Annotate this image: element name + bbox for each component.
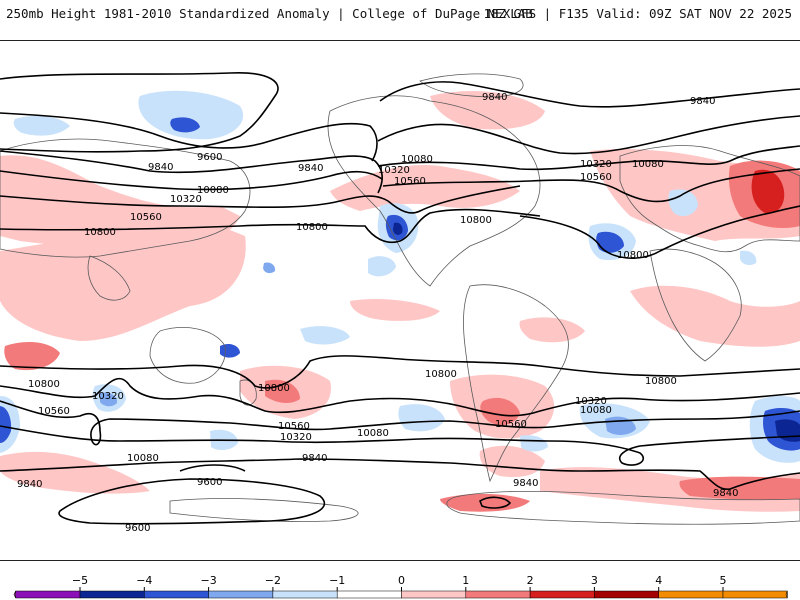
contour-label: 10800 [28, 379, 60, 390]
positive-anomaly-shading [0, 91, 800, 512]
contour-label: 9600 [197, 477, 222, 488]
contour-label: 10080 [357, 428, 389, 439]
contour-label: 10080 [632, 159, 664, 170]
colorbar-arrow-left [13, 590, 16, 599]
contour-label: 10080 [127, 453, 159, 464]
anomaly-map: 9840 9840 9840 9840 9600 10080 10080 100… [0, 40, 800, 561]
colorbar-tick-label: 4 [655, 574, 662, 587]
colorbar-tick-label: 0 [398, 574, 405, 587]
contour-label: 10080 [401, 154, 433, 165]
contour-label: 10320 [580, 159, 612, 170]
colorbar-segment [79, 590, 145, 599]
colorbar-tick-label: −1 [329, 574, 345, 587]
contour-label: 10800 [425, 369, 457, 380]
contour-label: 9840 [298, 163, 323, 174]
contour-label: 9840 [713, 488, 738, 499]
colorbar-tick-label: 3 [591, 574, 598, 587]
contour-label: 9840 [482, 92, 507, 103]
colorbar-tick-label: 5 [720, 574, 727, 587]
contour-label: 10320 [170, 194, 202, 205]
color-scale-bar: −5 −4 −3 −2 −1 0 1 2 3 4 5 [13, 574, 788, 599]
colorbar-segment [465, 590, 531, 599]
colorbar-tick-label: −3 [200, 574, 216, 587]
colorbar-segment [401, 590, 467, 599]
height-contours [0, 72, 800, 525]
colorbar-tick-label: −5 [72, 574, 88, 587]
contour-label: 10320 [280, 432, 312, 443]
colorbar-segment [722, 590, 788, 599]
colorbar-tick-label: −4 [136, 574, 152, 587]
contour-label: 9840 [17, 479, 42, 490]
contour-label: 9600 [197, 152, 222, 163]
colorbar-segment [336, 590, 402, 599]
colorbar-tick-label: 1 [462, 574, 469, 587]
contour-label: 9840 [513, 478, 538, 489]
colorbar-segment [144, 590, 209, 599]
contour-label: 10800 [617, 250, 649, 261]
colorbar-arrow-right [785, 590, 788, 599]
color-scale-ticks: −5 −4 −3 −2 −1 0 1 2 3 4 5 [72, 574, 727, 591]
contour-label: 9840 [148, 162, 173, 173]
colorbar-segment [529, 590, 595, 599]
contour-label: 10320 [378, 165, 410, 176]
contour-label: 9840 [302, 453, 327, 464]
contour-label: 9600 [125, 523, 150, 534]
colorbar-tick-label: −2 [265, 574, 281, 587]
colorbar-segment [658, 590, 724, 599]
contour-labels: 9840 9840 9840 9840 9600 10080 10080 100… [17, 92, 738, 534]
contour-label: 10800 [645, 376, 677, 387]
contour-label: 10080 [580, 405, 612, 416]
contour-label: 10560 [38, 406, 70, 417]
contour-label: 10560 [130, 212, 162, 223]
contour-label: 9840 [690, 96, 715, 107]
colorbar-segment [272, 590, 338, 599]
contour-label: 10560 [495, 419, 527, 430]
contour-label: 10320 [575, 396, 607, 407]
contour-label: 10560 [394, 176, 426, 187]
colorbar-segment [15, 590, 81, 599]
model-run-valid-time: 18Z GFS | F135 Valid: 09Z SAT NOV 22 202… [483, 6, 792, 21]
contour-label: 10800 [84, 227, 116, 238]
colorbar-tick-label: 2 [527, 574, 534, 587]
contour-label: 10800 [460, 215, 492, 226]
contour-label: 10800 [296, 222, 328, 233]
map-title: 250mb Height 1981-2010 Standardized Anom… [6, 6, 533, 21]
contour-label: 10800 [258, 383, 290, 394]
negative-anomaly-shading [0, 90, 800, 463]
color-scale-segments [13, 590, 788, 599]
contour-label: 10080 [197, 185, 229, 196]
contour-label: 10320 [92, 391, 124, 402]
contour-label: 10560 [580, 172, 612, 183]
colorbar-segment [208, 590, 274, 599]
contour-label: 10560 [278, 421, 310, 432]
colorbar-segment [594, 590, 659, 599]
